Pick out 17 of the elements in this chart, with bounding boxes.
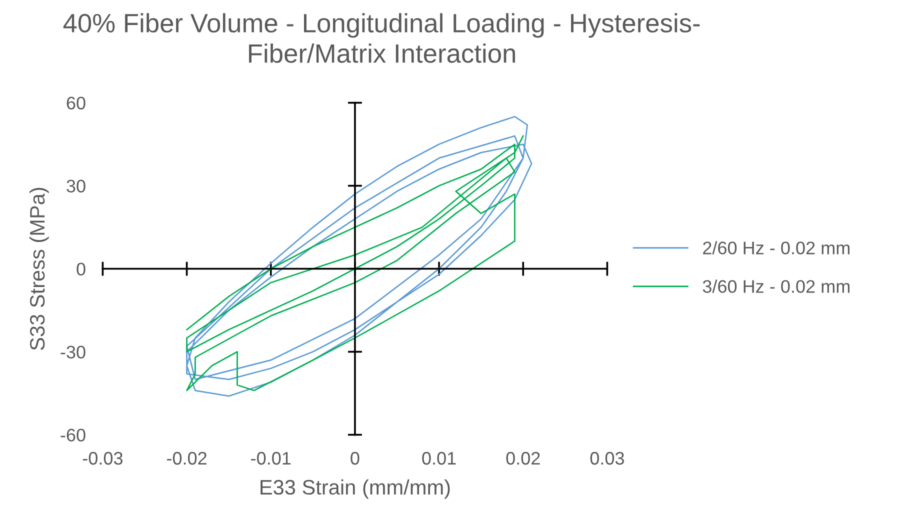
y-tick-label: -60 (60, 428, 86, 442)
y-tick-label: -30 (60, 346, 86, 358)
legend-label: 2/60 Hz - 0.02 mm (703, 241, 850, 254)
x-tick-label: 0.02 (506, 452, 540, 465)
x-tick-label: 0.01 (422, 452, 456, 465)
legend-label: 3/60 Hz - 0.02 mm (702, 280, 850, 293)
x-tick-label: -0.02 (167, 452, 206, 465)
x-tick-label: 0.03 (590, 452, 624, 465)
chart-title: 40% Fiber Volume - Longitudinal Loading - Hysteresis- Fiber/Matrix Interaction (63, 13, 700, 63)
x-tick-label: -0.03 (82, 452, 122, 465)
y-tick-label: 30 (66, 180, 86, 192)
x-axis-title: E33 Strain (mm/mm) (260, 479, 450, 499)
y-tick-label: 60 (66, 96, 86, 110)
y-tick-label: 0 (76, 262, 86, 276)
x-tick-label: 0 (350, 452, 360, 465)
y-axis-title: S33 Stress (MPa) (29, 188, 49, 350)
x-tick-label: -0.01 (251, 452, 291, 465)
